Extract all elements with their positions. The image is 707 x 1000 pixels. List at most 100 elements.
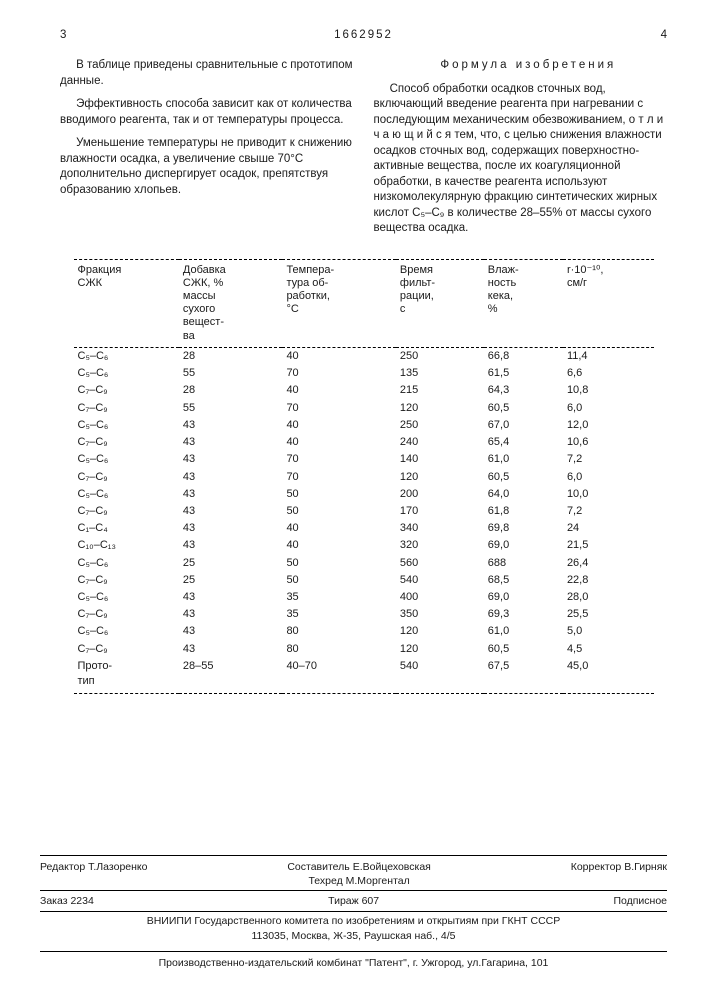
table-cell: 250 [396,347,484,365]
col-temp: Темпера-тура об-работки,°С [282,259,395,347]
table-cell: 10,6 [563,434,654,451]
table-row: С₇–С₉284021564,310,8 [74,382,654,399]
table-cell: 120 [396,399,484,416]
table-cell: 69,3 [484,606,563,623]
table-cell: С₇–С₉ [74,382,179,399]
table-cell: 43 [179,623,283,640]
table-cell: 22,8 [563,572,654,589]
table-cell: 80 [282,623,395,640]
table-cell: 64,0 [484,486,563,503]
document-number: 1662952 [334,28,393,44]
table-cell: 24 [563,520,654,537]
table-row: С₇–С₉434024065,410,6 [74,434,654,451]
table-cell: 28–55 [179,658,283,693]
table-row: С₇–С₉557012060,56,0 [74,399,654,416]
order-row: Заказ 2234 Тираж 607 Подписное [40,890,667,912]
table-cell: 40 [282,434,395,451]
circulation: Тираж 607 [328,894,379,908]
table-body: С₅–С₆284025066,811,4С₅–С₆557013561,56,6С… [74,347,654,693]
table-cell: С₇–С₉ [74,503,179,520]
table-cell: 50 [282,503,395,520]
table-cell: 65,4 [484,434,563,451]
table-cell: 45,0 [563,658,654,693]
table-cell: 135 [396,365,484,382]
table-cell: 43 [179,520,283,537]
left-p1: В таблице приведены сравнительные с прот… [60,58,354,89]
table-row: С₁₀–С₁₃434032069,021,5 [74,537,654,554]
table-cell: С₇–С₉ [74,399,179,416]
table-cell: 43 [179,486,283,503]
printer-line: Производственно-издательский комбинат "П… [40,951,667,970]
table-cell: 61,0 [484,623,563,640]
table-row: С₇–С₉255054068,522,8 [74,572,654,589]
table-cell: 43 [179,537,283,554]
table-cell: 43 [179,641,283,658]
table-cell: С₁–С₄ [74,520,179,537]
table-cell: Прото-тип [74,658,179,693]
table-cell: 40 [282,382,395,399]
table-cell: 50 [282,554,395,571]
table-cell: 120 [396,623,484,640]
table-cell: 25 [179,572,283,589]
table-cell: 6,6 [563,365,654,382]
table-cell: 25 [179,554,283,571]
credits-row: Редактор Т.Лазоренко Составитель Е.Войце… [40,855,667,888]
table-cell: 66,8 [484,347,563,365]
table-cell: 4,5 [563,641,654,658]
table-cell: С₇–С₉ [74,641,179,658]
table-cell: 11,4 [563,347,654,365]
page-header: 3 1662952 4 [60,28,667,48]
table-cell: С₅–С₆ [74,623,179,640]
table-cell: 350 [396,606,484,623]
page-number-right: 4 [661,28,667,44]
table-cell: 43 [179,503,283,520]
editor: Редактор Т.Лазоренко [40,860,147,888]
table-cell: С₅–С₆ [74,365,179,382]
table-cell: 70 [282,365,395,382]
table-cell: 50 [282,486,395,503]
table-cell: 43 [179,451,283,468]
table-cell: 560 [396,554,484,571]
table-cell: 80 [282,641,395,658]
results-table: ФракцияСЖК ДобавкаСЖК, %массысухоговещес… [74,259,654,694]
table-cell: 61,8 [484,503,563,520]
right-body: Способ обработки осадков сточных вод, вк… [374,82,668,237]
formula-title: Формула изобретения [374,58,668,74]
table-cell: 6,0 [563,468,654,485]
table-head: ФракцияСЖК ДобавкаСЖК, %массысухоговещес… [74,259,654,347]
table-cell: 688 [484,554,563,571]
table-cell: 67,0 [484,417,563,434]
col-additive: ДобавкаСЖК, %массысухоговещест-ва [179,259,283,347]
table-row: С₅–С₆557013561,56,6 [74,365,654,382]
table-row: С₅–С₆284025066,811,4 [74,347,654,365]
table-cell: 61,0 [484,451,563,468]
table-cell: 200 [396,486,484,503]
table-cell: 43 [179,434,283,451]
table-cell: С₅–С₆ [74,347,179,365]
table-cell: 40 [282,537,395,554]
corrector: Корректор В.Гирняк [571,860,667,888]
table-cell: С₇–С₉ [74,434,179,451]
table-cell: 69,0 [484,537,563,554]
table-cell: 69,8 [484,520,563,537]
table-row: С₇–С₉433535069,325,5 [74,606,654,623]
table-cell: 64,3 [484,382,563,399]
table-cell: 43 [179,606,283,623]
table-cell: 55 [179,365,283,382]
table-cell: 43 [179,468,283,485]
table-cell: 55 [179,399,283,416]
table-cell: 40 [282,417,395,434]
table-cell: 43 [179,417,283,434]
table-cell: 40–70 [282,658,395,693]
table-cell: С₁₀–С₁₃ [74,537,179,554]
table-row: С₅–С₆435020064,010,0 [74,486,654,503]
table-cell: 400 [396,589,484,606]
subscribe: Подписное [613,894,667,908]
table-cell: С₇–С₉ [74,572,179,589]
table-cell: С₅–С₆ [74,554,179,571]
table-cell: 60,5 [484,468,563,485]
table-cell: 7,2 [563,451,654,468]
table-row: С₅–С₆437014061,07,2 [74,451,654,468]
table-row: С₅–С₆433540069,028,0 [74,589,654,606]
table-cell: 320 [396,537,484,554]
